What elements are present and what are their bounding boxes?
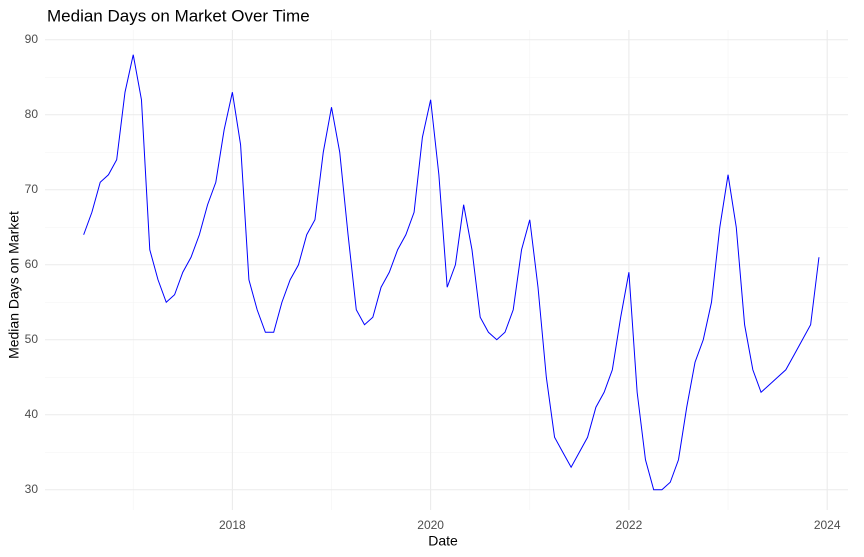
x-tick-label: 2024 bbox=[814, 518, 841, 532]
chart-title: Median Days on Market Over Time bbox=[47, 6, 310, 25]
y-axis-label: Median Days on Market bbox=[6, 211, 22, 359]
x-tick-label: 2020 bbox=[417, 518, 444, 532]
y-tick-label: 50 bbox=[25, 332, 39, 346]
y-tick-label: 60 bbox=[25, 257, 39, 271]
y-tick-label: 80 bbox=[25, 107, 39, 121]
y-tick-label: 70 bbox=[25, 182, 39, 196]
x-tick-label: 2022 bbox=[616, 518, 643, 532]
x-tick-label: 2018 bbox=[219, 518, 246, 532]
y-tick-label: 90 bbox=[25, 32, 39, 46]
data-line bbox=[83, 54, 820, 491]
x-axis-label: Date bbox=[428, 533, 458, 549]
y-tick-label: 40 bbox=[25, 407, 39, 421]
y-tick-label: 30 bbox=[25, 482, 39, 496]
